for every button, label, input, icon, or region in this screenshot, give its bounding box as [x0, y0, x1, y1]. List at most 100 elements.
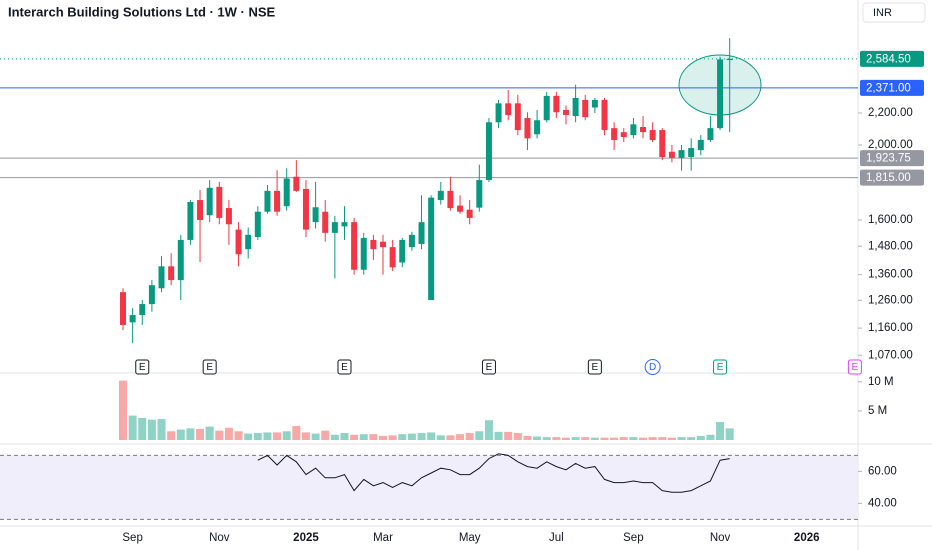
candle-body [168, 266, 175, 281]
candle-body [129, 315, 136, 323]
candle-body [543, 95, 550, 121]
candle-body [206, 187, 213, 216]
candle-body [360, 237, 367, 270]
candle-body [408, 234, 415, 248]
volume-bar [119, 380, 127, 440]
candle-body [187, 202, 194, 240]
volume-bar [513, 433, 522, 440]
y-tick-label: 1,600.00 [868, 214, 913, 226]
candle-body [216, 186, 223, 218]
currency[interactable]: INR [873, 7, 892, 19]
candle-body [283, 178, 290, 207]
volume-bar [205, 426, 214, 440]
x-tick-label: 2025 [293, 532, 319, 544]
x-tick-label: Sep [122, 532, 142, 544]
candle-body [341, 222, 348, 227]
volume-bar [667, 437, 676, 440]
candle-body [611, 128, 618, 141]
candle-body [495, 103, 502, 123]
volume-bar [619, 437, 628, 440]
candle-body [562, 109, 569, 115]
volume-bar [224, 427, 233, 440]
currency-box[interactable] [862, 2, 926, 23]
candle-body [505, 103, 512, 115]
volume-bar [581, 437, 590, 440]
volume-bar [196, 428, 205, 440]
candle-body [418, 222, 425, 244]
candle-body [697, 140, 704, 151]
candle-body [177, 239, 184, 281]
candle-body [726, 58, 733, 61]
candle-body [302, 188, 309, 230]
volume-bar [186, 428, 195, 440]
volume-bar [427, 432, 436, 440]
price-label-box [860, 169, 924, 186]
event-label: E [206, 362, 213, 373]
y-tick-label: 1,360.00 [868, 269, 913, 281]
volume-bar [359, 434, 368, 440]
rsi-line [257, 453, 730, 493]
event-label: E [139, 362, 146, 373]
volume-bar [128, 415, 137, 440]
candle-body [235, 229, 242, 255]
candle-body [148, 285, 155, 305]
volume-bar [561, 437, 570, 440]
event-marker [644, 359, 661, 375]
volume-bar [475, 431, 484, 440]
candle-body [514, 103, 521, 131]
candle-body [553, 95, 560, 113]
volume-bar [533, 436, 542, 440]
price-label-box [860, 50, 924, 67]
candle-body [120, 292, 126, 325]
volume-bar [648, 437, 657, 440]
candle-body [640, 127, 647, 133]
volume-bar [379, 435, 388, 440]
candle-body [264, 190, 271, 212]
event-label: D [649, 362, 656, 373]
volume-bar [725, 428, 734, 440]
candle-body [399, 239, 406, 263]
candle-body [331, 222, 338, 233]
event-marker [847, 359, 862, 375]
volume-bar [687, 437, 696, 440]
volume-bar [398, 434, 407, 440]
candle-body [668, 151, 675, 158]
candle-body [139, 304, 146, 316]
x-tick-label: Nov [209, 532, 230, 544]
candle-body [620, 132, 627, 138]
event-marker [337, 359, 352, 375]
volume-bar [696, 435, 705, 440]
volume-bar [167, 431, 176, 440]
y-tick-label: 60.00 [868, 465, 897, 477]
y-tick-label: 1,160.00 [868, 322, 913, 334]
x-tick-label: 2026 [794, 532, 820, 544]
chart-title: Interarch Building Solutions Ltd · 1W · … [8, 4, 276, 19]
volume-bar [330, 434, 339, 440]
volume-bar [215, 430, 224, 440]
candle-body [534, 120, 541, 135]
candle-body [649, 130, 656, 141]
volume-bar [388, 435, 397, 440]
volume-bar [639, 437, 648, 440]
candle-body [524, 118, 531, 139]
volume-bar [610, 437, 619, 440]
event-marker [202, 359, 217, 375]
candle-body [630, 124, 637, 136]
y-tick-label: 5 M [868, 405, 887, 417]
candle-body [582, 99, 589, 118]
event-label: E [717, 362, 724, 373]
event-label: E [341, 362, 348, 373]
volume-bar [629, 437, 638, 440]
event-label: E [486, 362, 493, 373]
volume-bar [292, 426, 301, 440]
y-tick-label: 1,480.00 [868, 240, 913, 252]
event-label: E [592, 362, 599, 373]
candle-body [707, 128, 714, 141]
candle-body [457, 205, 464, 212]
volume-bar [311, 433, 320, 440]
volume-bar [523, 435, 532, 440]
candle-body [591, 99, 598, 108]
volume-bar [301, 432, 310, 440]
volume-bar [677, 437, 686, 440]
candle-body [659, 130, 666, 157]
